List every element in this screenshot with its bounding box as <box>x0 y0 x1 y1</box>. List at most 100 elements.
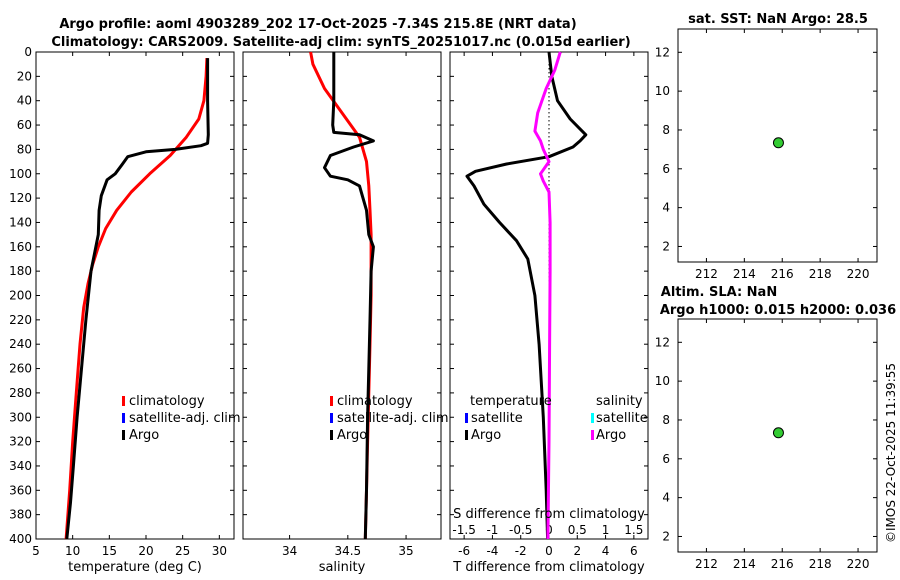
difference-legend: temperature salinity satellite Argo sate… <box>465 394 648 443</box>
diff-legend-t-satellite: satellite <box>471 411 523 426</box>
depth-tick-label: 380 <box>9 508 32 522</box>
temp-legend-argo-swatch <box>122 430 125 440</box>
diff-legend-temperature-header: temperature <box>470 394 552 409</box>
temperature-xtick-label: 25 <box>175 544 190 558</box>
depth-tick-label: 220 <box>9 313 32 327</box>
difference-top-xtick-label: -1.5 <box>452 523 475 537</box>
salinity-series-climatology <box>309 51 373 540</box>
diff-legend-s-satellite-swatch <box>591 413 594 423</box>
sst-ytick-label: 8 <box>662 123 670 137</box>
diff-legend-salinity-header: salinity <box>596 394 643 409</box>
temp-legend-satellite: satellite-adj. clim <box>129 411 241 426</box>
depth-tick-label: 0 <box>24 45 32 59</box>
depth-tick-label: 260 <box>9 362 32 376</box>
sla-xtick-label: 218 <box>809 557 832 571</box>
sst-xtick-label: 216 <box>771 267 794 281</box>
difference-top-xtick-label: -0.5 <box>509 523 532 537</box>
difference-panel: -6 -4 -2 0 2 4 6-1.5 -1 -0.5 0 0.5 1 1.5 T differenc… <box>449 51 649 575</box>
difference-top-xtick-label: 1.5 <box>624 523 643 537</box>
temp-legend-argo: Argo <box>129 428 159 443</box>
sst-panel: sat. SST: NaN Argo: 28.5 212 214 216 218 220… <box>655 12 878 281</box>
sst-xtick-label: 212 <box>695 267 718 281</box>
sst-title: sat. SST: NaN Argo: 28.5 <box>688 12 868 27</box>
sst-ytick-label: 6 <box>662 162 670 176</box>
salinity-xtick-label: 34.5 <box>334 544 361 558</box>
depth-tick-label: 400 <box>9 532 32 546</box>
sla-xtick-label: 214 <box>733 557 756 571</box>
sla-panel: Altim. SLA: NaN Argo h1000: 0.015 h2000:… <box>655 285 896 571</box>
sst-axes-frame <box>677 28 878 263</box>
salinity-xlabel: salinity <box>319 560 366 575</box>
salinity-axes-frame <box>242 51 442 540</box>
sla-ytick-label: 10 <box>655 374 670 388</box>
sla-xtick-label: 220 <box>847 557 870 571</box>
diff-legend-s-argo: Argo <box>596 428 626 443</box>
difference-series-s-argo-clim <box>533 51 562 540</box>
sst-ytick-label: 4 <box>662 201 670 215</box>
temperature-xlabel: temperature (deg C) <box>68 560 202 575</box>
difference-xtick-label: 0 <box>545 544 553 558</box>
sla-axes-frame <box>677 318 878 553</box>
sst-xtick-label: 214 <box>733 267 756 281</box>
temperature-xtick-label: 20 <box>138 544 153 558</box>
difference-xtick-label: -4 <box>486 544 498 558</box>
difference-xtick-label: -2 <box>515 544 527 558</box>
depth-tick-label: 100 <box>9 167 32 181</box>
sal-legend-argo: Argo <box>337 428 367 443</box>
salinity-xtick-label: 35 <box>398 544 413 558</box>
depth-tick-label: 40 <box>17 94 32 108</box>
temp-legend-climatology-swatch <box>122 396 125 406</box>
difference-xlabel: T difference from climatology <box>452 560 645 575</box>
depth-tick-label: 140 <box>9 215 32 229</box>
diff-legend-s-argo-swatch <box>591 430 594 440</box>
sal-legend-satellite: satellite-adj. clim <box>337 411 449 426</box>
difference-top-xtick-label: 1 <box>602 523 610 537</box>
sal-legend-argo-swatch <box>330 430 333 440</box>
temperature-xtick-label: 5 <box>32 544 40 558</box>
difference-top-xtick-label: 0.5 <box>568 523 587 537</box>
sst-xtick-label: 220 <box>847 267 870 281</box>
depth-tick-label: 300 <box>9 410 32 424</box>
sal-legend-satellite-swatch <box>330 413 333 423</box>
salinity-legend: climatology satellite-adj. clim Argo <box>330 394 449 443</box>
depth-tick-label: 120 <box>9 191 32 205</box>
temperature-axes-frame <box>35 51 235 540</box>
depth-tick-label: 340 <box>9 459 32 473</box>
difference-top-xtick-label: -1 <box>486 523 498 537</box>
depth-tick-label: 160 <box>9 240 32 254</box>
temp-legend-satellite-swatch <box>122 413 125 423</box>
diff-legend-s-satellite: satellite <box>596 411 648 426</box>
depth-tick-label: 360 <box>9 483 32 497</box>
sst-profile-location-marker <box>772 137 784 149</box>
sst-ytick-label: 12 <box>655 45 670 59</box>
sla-subtitle: Argo h1000: 0.015 h2000: 0.036 <box>660 303 896 318</box>
figure-title-line1: Argo profile: aoml 4903289_202 17-Oct-20… <box>59 17 576 32</box>
temperature-xtick-label: 15 <box>102 544 117 558</box>
imos-timestamp: ©IMOS 22-Oct-2025 11:39:55 <box>884 363 898 543</box>
temperature-xtick-label: 10 <box>65 544 80 558</box>
sst-ytick-label: 2 <box>662 239 670 253</box>
figure-title-line2: Climatology: CARS2009. Satellite-adj cli… <box>51 35 630 50</box>
difference-xtick-label: -6 <box>458 544 470 558</box>
temperature-xtick-label: 30 <box>212 544 227 558</box>
sla-xtick-label: 216 <box>771 557 794 571</box>
depth-tick-label: 240 <box>9 337 32 351</box>
temperature-series-climatology <box>64 58 209 540</box>
depth-tick-label: 280 <box>9 386 32 400</box>
salinity-panel: 34 34.5 35 salinity climatology satellite-… <box>242 51 449 575</box>
depth-tick-label: 180 <box>9 264 32 278</box>
sla-profile-location-marker <box>772 427 784 439</box>
temp-legend-climatology: climatology <box>129 394 205 409</box>
sal-legend-climatology-swatch <box>330 396 333 406</box>
depth-tick-label: 200 <box>9 289 32 303</box>
sla-ytick-label: 2 <box>662 529 670 543</box>
depth-tick-label: 20 <box>17 69 32 83</box>
difference-xtick-label: 6 <box>630 544 638 558</box>
difference-xtick-label: 2 <box>573 544 581 558</box>
depth-tick-label: 320 <box>9 435 32 449</box>
sst-xtick-label: 218 <box>809 267 832 281</box>
sal-legend-climatology: climatology <box>337 394 413 409</box>
sla-ytick-label: 12 <box>655 335 670 349</box>
sla-ytick-label: 8 <box>662 413 670 427</box>
